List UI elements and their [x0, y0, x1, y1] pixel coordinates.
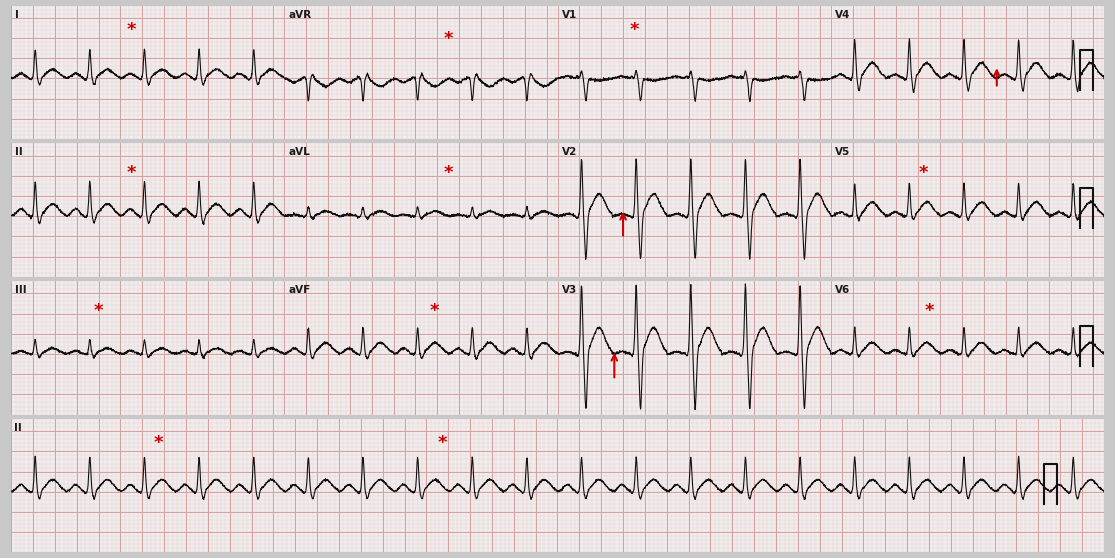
Text: *: *: [919, 163, 929, 182]
Text: *: *: [127, 163, 136, 182]
Text: *: *: [94, 301, 104, 320]
Text: *: *: [429, 301, 439, 320]
Text: aVF: aVF: [289, 285, 311, 295]
Text: aVL: aVL: [289, 147, 310, 157]
Text: V1: V1: [562, 9, 576, 20]
Text: *: *: [444, 30, 453, 48]
Text: V4: V4: [835, 9, 850, 20]
Text: aVR: aVR: [289, 9, 311, 20]
Text: *: *: [127, 21, 136, 39]
Text: III: III: [16, 285, 27, 295]
Text: II: II: [14, 423, 22, 433]
Text: *: *: [154, 434, 164, 452]
Text: V3: V3: [562, 285, 576, 295]
Text: *: *: [438, 434, 447, 452]
Text: V2: V2: [562, 147, 576, 157]
Text: *: *: [629, 21, 639, 39]
Text: *: *: [444, 163, 453, 182]
Text: V6: V6: [835, 285, 850, 295]
Text: *: *: [924, 301, 933, 320]
Text: I: I: [16, 9, 19, 20]
Text: V5: V5: [835, 147, 850, 157]
Text: II: II: [16, 147, 23, 157]
